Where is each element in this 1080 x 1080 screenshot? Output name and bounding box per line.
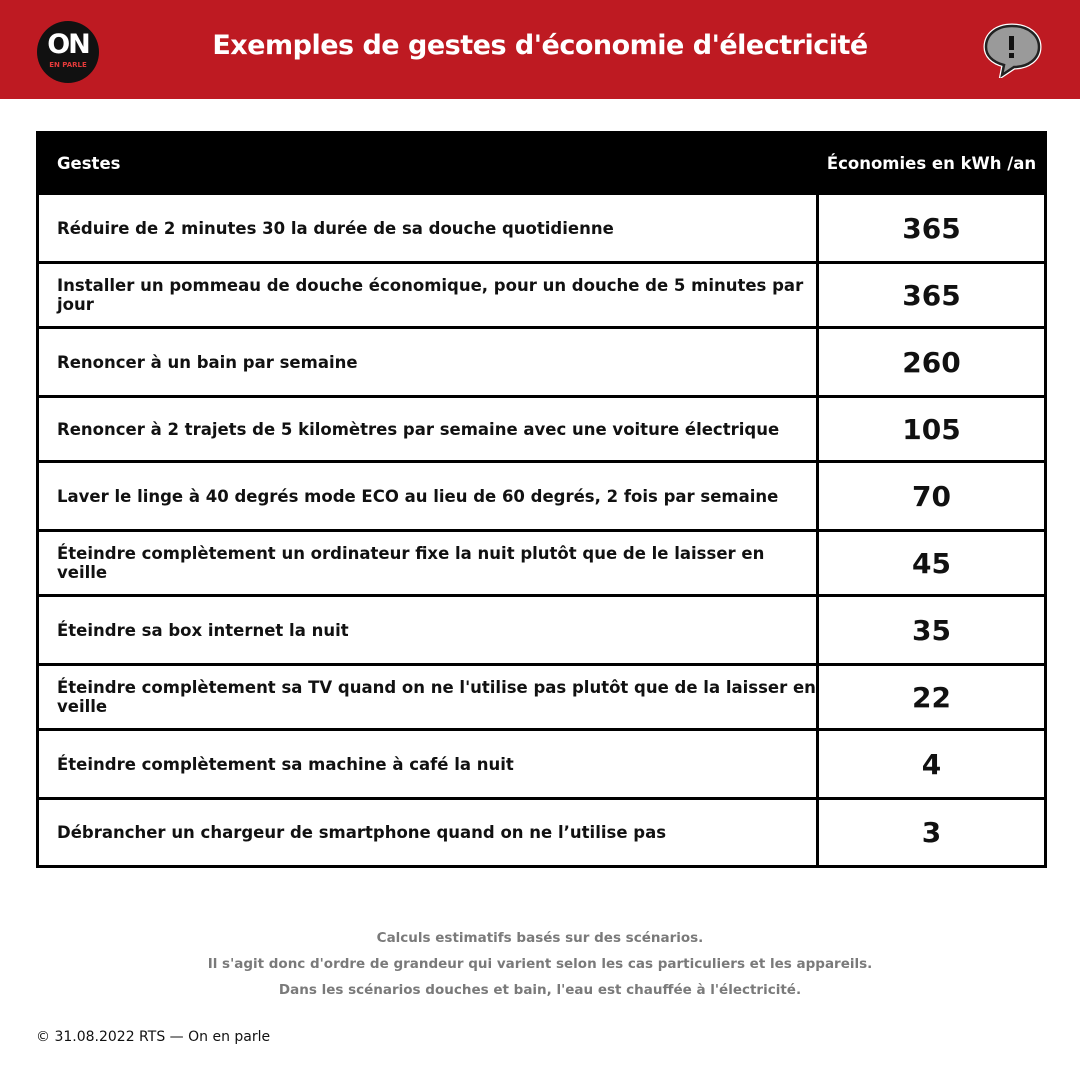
notes: Calculs estimatifs basés sur des scénari… — [0, 925, 1080, 1003]
logo: ON EN PARLE — [37, 21, 99, 83]
gesture-cell: Éteindre complètement sa machine à café … — [36, 728, 819, 800]
column-header: Gestes — [36, 131, 819, 195]
gesture-cell: Laver le linge à 40 degrés mode ECO au l… — [36, 460, 819, 532]
logo-text: ON — [47, 29, 91, 60]
note-line: Il s'agit donc d'ordre de grandeur qui v… — [207, 956, 873, 972]
savings-cell: 365 — [816, 261, 1047, 329]
column-header: Économies en kWh /an — [816, 131, 1047, 195]
page-title: Exemples de gestes d'économie d'électric… — [212, 30, 868, 61]
gesture-cell: Éteindre complètement un ordinateur fixe… — [36, 529, 819, 597]
savings-cell: 3 — [816, 797, 1047, 868]
table-row: Renoncer à 2 trajets de 5 kilomètres par… — [36, 395, 1047, 463]
table-row: Éteindre complètement sa TV quand on ne … — [36, 663, 1047, 731]
gesture-cell: Éteindre complètement sa TV quand on ne … — [36, 663, 819, 731]
gesture-cell: Débrancher un chargeur de smartphone qua… — [36, 797, 819, 868]
table-row: Renoncer à un bain par semaine 260 — [36, 326, 1047, 398]
gesture-cell: Renoncer à un bain par semaine — [36, 326, 819, 398]
table-row: Laver le linge à 40 degrés mode ECO au l… — [36, 460, 1047, 532]
savings-cell: 4 — [816, 728, 1047, 800]
table-row: Éteindre complètement sa machine à café … — [36, 728, 1047, 800]
note-line: Dans les scénarios douches et bain, l'ea… — [278, 982, 802, 998]
savings-cell: 365 — [816, 192, 1047, 264]
gesture-cell: Installer un pommeau de douche économiqu… — [36, 261, 819, 329]
logo-subtext: EN PARLE — [49, 61, 87, 69]
table-row: Éteindre complètement un ordinateur fixe… — [36, 529, 1047, 597]
savings-cell: 35 — [816, 594, 1047, 666]
savings-table: Gestes Économies en kWh /an Réduire de 2… — [36, 131, 1047, 868]
gesture-cell: Renoncer à 2 trajets de 5 kilomètres par… — [36, 395, 819, 463]
gesture-cell: Éteindre sa box internet la nuit — [36, 594, 819, 666]
footer-credit: © 31.08.2022 RTS — On en parle — [36, 1029, 271, 1045]
savings-cell: 105 — [816, 395, 1047, 463]
savings-cell: 260 — [816, 326, 1047, 398]
header-band — [0, 0, 1080, 99]
table-row: Réduire de 2 minutes 30 la durée de sa d… — [36, 192, 1047, 264]
note-line: Calculs estimatifs basés sur des scénari… — [376, 930, 704, 946]
savings-cell: 70 — [816, 460, 1047, 532]
table-row: Débrancher un chargeur de smartphone qua… — [36, 797, 1047, 868]
gesture-cell: Réduire de 2 minutes 30 la durée de sa d… — [36, 192, 819, 264]
table-row: Installer un pommeau de douche économiqu… — [36, 261, 1047, 329]
table-row: Éteindre sa box internet la nuit 35 — [36, 594, 1047, 666]
savings-cell: 45 — [816, 529, 1047, 597]
speech-icon — [983, 23, 1042, 78]
savings-cell: 22 — [816, 663, 1047, 731]
